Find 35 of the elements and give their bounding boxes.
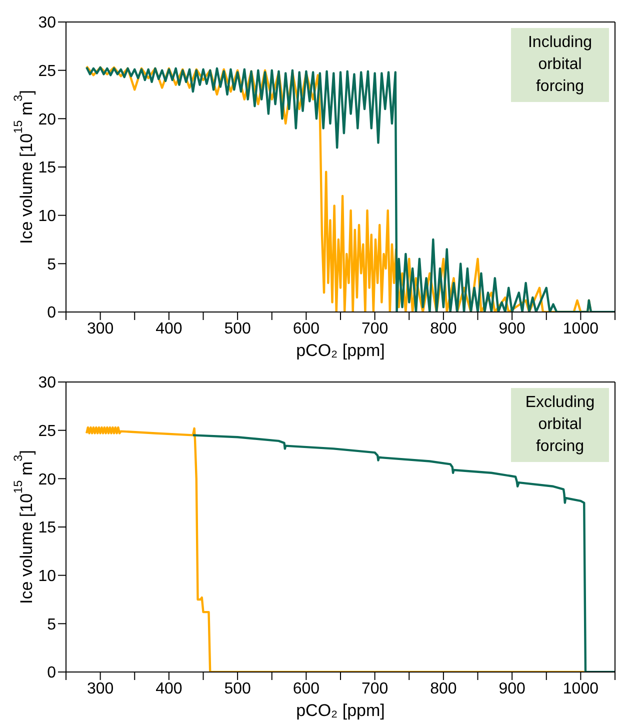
x-axis-title: pCO₂ [ppm] [296, 701, 385, 720]
x-tick-label: 800 [430, 320, 457, 338]
x-tick-label: 400 [156, 320, 182, 338]
x-tick-label: 700 [361, 320, 388, 338]
x-tick-label: 900 [498, 680, 526, 698]
y-tick-label: 5 [47, 616, 56, 634]
line-series [192, 434, 615, 672]
y-tick-label: 20 [38, 111, 56, 128]
annotation: Including orbital forcing [511, 28, 609, 102]
y-tick-label: 0 [47, 304, 56, 322]
y-tick-label: 5 [47, 256, 56, 274]
x-tick-label: 300 [86, 320, 114, 338]
y-tick-label: 20 [38, 471, 56, 488]
x-tick-label: 600 [292, 680, 320, 698]
y-tick-label: 15 [38, 160, 56, 177]
y-tick-label: 30 [38, 14, 56, 32]
y-tick-label: 10 [38, 568, 56, 586]
y-tick-label: 25 [38, 63, 56, 80]
x-axis-title: pCO₂ [ppm] [296, 341, 385, 360]
x-tick-label: 500 [224, 680, 252, 698]
x-tick-label: 400 [156, 680, 182, 698]
x-tick-label: 300 [86, 680, 114, 698]
x-tick-label: 700 [361, 680, 388, 698]
y-tick-label: 0 [47, 664, 56, 682]
x-tick-label: 600 [292, 320, 320, 338]
x-tick-label: 900 [498, 320, 526, 338]
y-tick-label: 30 [38, 374, 56, 392]
y-tick-label: 25 [38, 423, 56, 440]
x-tick-label: 500 [224, 320, 252, 338]
y-tick-label: 15 [38, 520, 56, 537]
x-tick-label: 1000 [562, 680, 599, 698]
x-tick-label: 1000 [562, 320, 599, 338]
y-tick-label: 10 [38, 208, 56, 226]
x-tick-label: 800 [430, 680, 457, 698]
annotation: Excluding orbital forcing [511, 388, 609, 462]
